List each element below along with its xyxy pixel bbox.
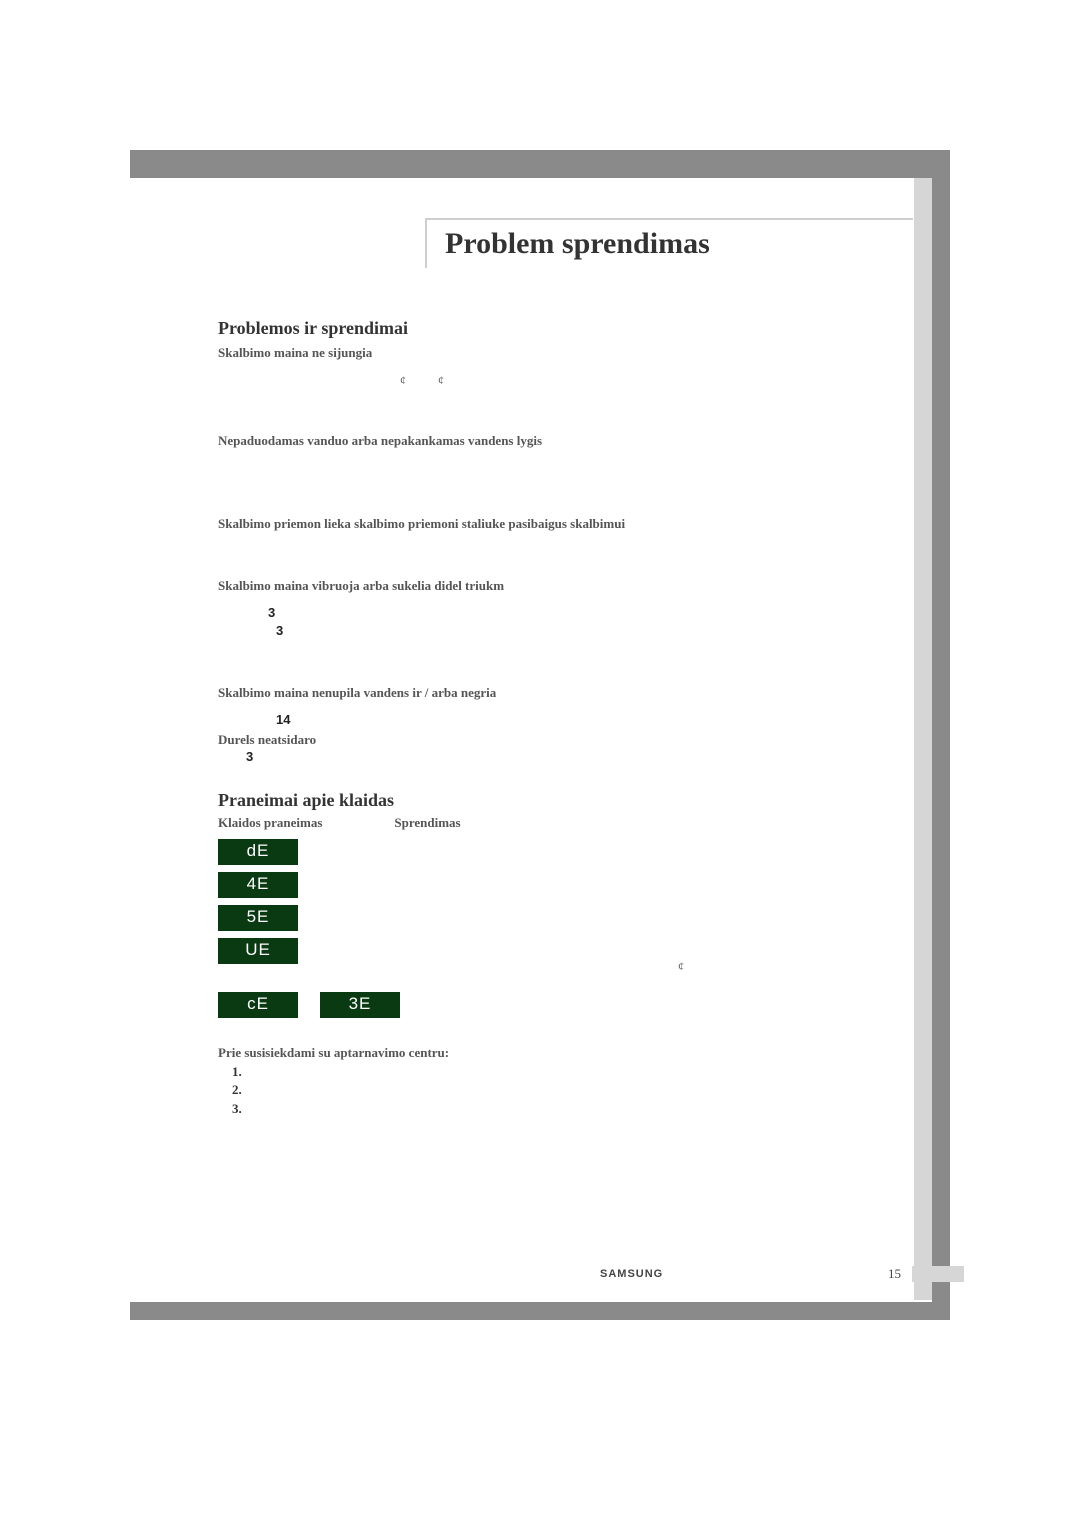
problem-0-symbols: ¢ ¢	[218, 372, 898, 388]
page-heading-box: Problem sprendimas	[425, 218, 913, 268]
error-pair-row: cE 3E	[218, 992, 898, 1018]
footer-tab	[912, 1266, 964, 1282]
problem-3-label: Skalbimo maina vibruoja arba sukelia did…	[218, 577, 898, 595]
frame-top-bar	[130, 150, 950, 178]
error-code-chip: 3E	[320, 992, 400, 1018]
footer-brand: SAMSUNG	[600, 1268, 663, 1280]
problem-3-num-1: 3	[276, 622, 898, 640]
frame-bottom-bar	[130, 1302, 950, 1320]
error-row: 4E	[218, 872, 898, 898]
error-code-chip: dE	[218, 839, 298, 865]
symbol-icon: ¢	[438, 372, 444, 388]
content-area: Problemos ir sprendimai Skalbimo maina n…	[218, 316, 898, 1118]
section1-title: Problemos ir sprendimai	[218, 316, 898, 340]
problem-0-label: Skalbimo maina ne sijungia	[218, 344, 898, 362]
error-code-chip: 5E	[218, 905, 298, 931]
problem-4-num-0: 14	[276, 711, 898, 729]
contact-title: Prie susisiekdami su aptarnavimo centru:	[218, 1044, 898, 1062]
frame-right-bar	[932, 178, 950, 1320]
section2-title: Praneimai apie klaidas	[218, 788, 898, 812]
step-1: 1.	[232, 1063, 898, 1081]
problem-4-label: Skalbimo maina nenupila vandens ir / arb…	[218, 684, 898, 702]
footer-page-number: 15	[888, 1266, 901, 1282]
problem-5-label: Durels neatsidaro	[218, 731, 898, 749]
error-col1: Klaidos praneimas	[218, 814, 322, 832]
error-table-header: Klaidos praneimas Sprendimas	[218, 814, 898, 832]
symbol-icon: ¢	[400, 372, 406, 388]
error-col2: Sprendimas	[394, 814, 460, 832]
error-code-chip: cE	[218, 992, 298, 1018]
page-footer: SAMSUNG 15	[130, 1262, 930, 1286]
symbol-icon: ¢	[678, 958, 684, 974]
problem-3-num-0: 3	[268, 604, 898, 622]
problem-2-label: Skalbimo priemon lieka skalbimo priemoni…	[218, 515, 898, 533]
step-2: 2.	[232, 1081, 898, 1099]
error-code-chip: UE	[218, 938, 298, 964]
contact-steps: 1. 2. 3.	[232, 1063, 898, 1118]
frame-right-light	[914, 178, 932, 1300]
step-3: 3.	[232, 1100, 898, 1118]
error-row: 5E	[218, 905, 898, 931]
error-row: UE ¢	[218, 938, 898, 964]
problem-1-label: Nepaduodamas vanduo arba nepakankamas va…	[218, 432, 898, 450]
error-code-chip: 4E	[218, 872, 298, 898]
error-row: dE	[218, 839, 898, 865]
page-heading: Problem sprendimas	[427, 227, 710, 261]
problem-5-num-0: 3	[246, 748, 898, 766]
